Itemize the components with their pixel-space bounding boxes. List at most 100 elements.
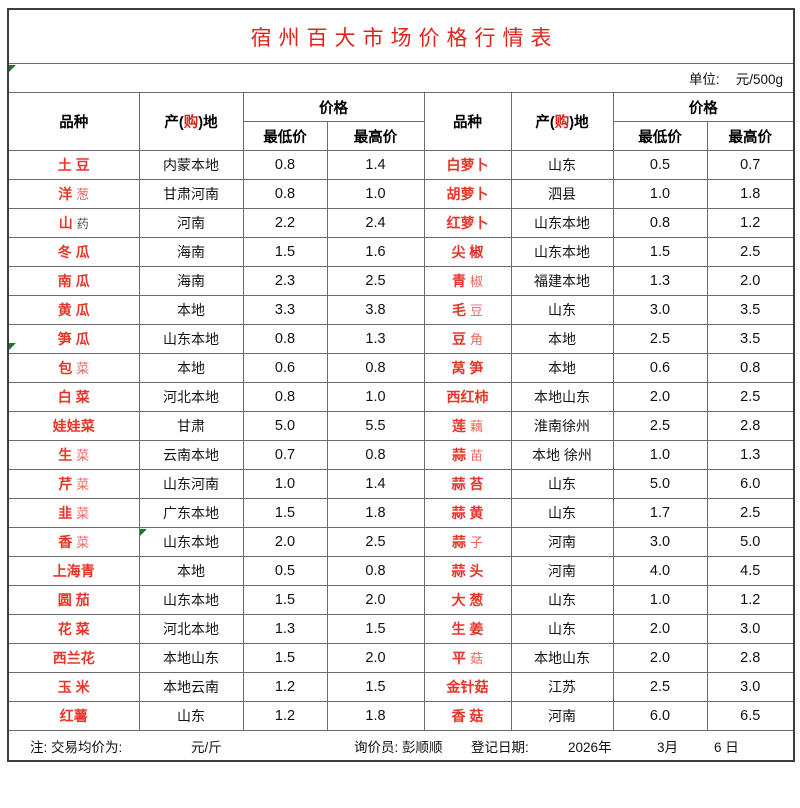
origin-cell: 江苏 xyxy=(510,672,614,702)
max-price-cell: 1.6 xyxy=(326,237,425,267)
max-price-cell: 2.8 xyxy=(706,411,795,441)
max-price-cell: 1.3 xyxy=(706,440,795,470)
variety-text: 菜 xyxy=(76,448,90,463)
origin-cell: 山东 xyxy=(510,150,614,180)
price-row: 娃娃菜 甘肃 5.0 5.5 莲 藕淮南徐州 2.5 2.8 xyxy=(7,411,795,441)
origin-cell: 山东本地 xyxy=(138,527,244,557)
unit-row: 单位: 元/500g xyxy=(7,63,795,93)
min-price-cell: 0.5 xyxy=(612,150,708,180)
price-row: 包 菜本地 0.6 0.8 莴 笋本地 0.6 0.8 xyxy=(7,353,795,383)
max-price-cell: 1.0 xyxy=(326,179,425,209)
variety-cell: 毛 豆 xyxy=(423,295,512,325)
variety-text: 红萝卜 xyxy=(446,215,489,231)
max-price-cell: 2.5 xyxy=(706,498,795,528)
price-row: 玉 米 本地云南 1.2 1.5 金针菇 江苏 2.5 3.0 xyxy=(7,672,795,702)
variety-cell: 豆 角 xyxy=(423,324,512,354)
price-row: 洋 葱甘肃河南 0.8 1.0 胡萝卜 泗县 1.0 1.8 xyxy=(7,179,795,209)
min-price-cell: 0.8 xyxy=(612,208,708,238)
max-price-cell: 1.3 xyxy=(326,324,425,354)
origin-cell: 山东本地 xyxy=(138,585,244,615)
col-header-variety-right: 品种 xyxy=(423,92,512,151)
min-price-cell: 3.3 xyxy=(242,295,328,325)
variety-text: 黄 瓜 xyxy=(57,302,90,318)
variety-text: 子 xyxy=(469,535,483,550)
min-price-cell: 1.0 xyxy=(612,179,708,209)
price-row: 西兰花 本地山东 1.5 2.0 平 菇本地山东 2.0 2.8 xyxy=(7,643,795,673)
variety-cell: 南 瓜 xyxy=(7,266,140,296)
origin-cell: 河南 xyxy=(510,527,614,557)
min-price-cell: 2.0 xyxy=(612,614,708,644)
price-row: 白 菜 河北本地 0.8 1.0 西红柿 本地山东 2.0 2.5 xyxy=(7,382,795,412)
min-price-cell: 0.6 xyxy=(242,353,328,383)
variety-cell: 莲 藕 xyxy=(423,411,512,441)
origin-cell: 本地 徐州 xyxy=(510,440,614,470)
max-price-cell: 3.0 xyxy=(706,672,795,702)
variety-text: 莴 笋 xyxy=(451,360,484,376)
max-price-cell: 0.7 xyxy=(706,150,795,180)
price-row: 生 菜云南本地 0.7 0.8 蒜 苗本地 徐州 1.0 1.3 xyxy=(7,440,795,470)
price-row: 山 药河南 2.2 2.4 红萝卜 山东本地 0.8 1.2 xyxy=(7,208,795,238)
origin-cell: 河南 xyxy=(510,701,614,731)
date-day: 6 日 xyxy=(714,739,739,755)
header-row-1: 品种 产(购)地 价格 品种 产(购)地 价格 xyxy=(7,92,795,151)
variety-cell: 蒜 头 xyxy=(423,556,512,586)
variety-text: 蒜 黄 xyxy=(451,505,484,521)
min-price-cell: 1.5 xyxy=(612,237,708,267)
variety-cell: 玉 米 xyxy=(7,672,140,702)
min-price-cell: 1.5 xyxy=(242,643,328,673)
col-header-price-left: 价格 xyxy=(242,92,425,122)
min-price-cell: 1.5 xyxy=(242,585,328,615)
min-price-cell: 4.0 xyxy=(612,556,708,586)
min-price-cell: 1.0 xyxy=(612,585,708,615)
max-price-cell: 3.8 xyxy=(326,295,425,325)
max-price-cell: 1.8 xyxy=(326,498,425,528)
max-price-cell: 0.8 xyxy=(326,440,425,470)
max-price-cell: 4.5 xyxy=(706,556,795,586)
date-year: 2026年 xyxy=(568,739,612,755)
variety-text: 娃娃菜 xyxy=(52,418,95,434)
variety-text: 圆 茄 xyxy=(57,592,90,608)
max-price-cell: 2.5 xyxy=(706,382,795,412)
max-price-cell: 2.0 xyxy=(706,266,795,296)
min-price-cell: 0.6 xyxy=(612,353,708,383)
origin-cell: 河南 xyxy=(510,556,614,586)
variety-text: 豆 xyxy=(452,331,470,347)
max-price-cell: 3.5 xyxy=(706,295,795,325)
variety-text: 蒜 xyxy=(452,447,470,463)
variety-cell: 花 菜 xyxy=(7,614,140,644)
min-price-cell: 1.0 xyxy=(242,469,328,499)
variety-cell: 红萝卜 xyxy=(423,208,512,238)
origin-cell: 山东本地 xyxy=(138,324,244,354)
variety-cell: 洋 葱 xyxy=(7,179,140,209)
origin-cell: 本地云南 xyxy=(138,672,244,702)
max-price-cell: 1.5 xyxy=(326,614,425,644)
col-header-min-left: 最低价 xyxy=(242,121,328,151)
max-price-cell: 2.5 xyxy=(326,266,425,296)
variety-cell: 白萝卜 xyxy=(423,150,512,180)
min-price-cell: 1.5 xyxy=(242,237,328,267)
variety-cell: 平 菇 xyxy=(423,643,512,673)
variety-cell: 生 菜 xyxy=(7,440,140,470)
variety-cell: 蒜 苔 xyxy=(423,469,512,499)
origin-cell: 海南 xyxy=(138,266,244,296)
variety-cell: 冬 瓜 xyxy=(7,237,140,267)
variety-text: 葱 xyxy=(76,187,90,202)
max-price-cell: 1.4 xyxy=(326,469,425,499)
variety-text: 蒜 头 xyxy=(451,563,484,579)
variety-text: 包 xyxy=(58,360,77,376)
min-price-cell: 3.0 xyxy=(612,527,708,557)
inquirer-label: 询价员: 彭顺顺 xyxy=(354,739,443,755)
origin-cell: 本地 xyxy=(510,324,614,354)
min-price-cell: 6.0 xyxy=(612,701,708,731)
origin-cell: 山东河南 xyxy=(138,469,244,499)
variety-cell: 圆 茄 xyxy=(7,585,140,615)
origin-cell: 泗县 xyxy=(510,179,614,209)
variety-text: 花 菜 xyxy=(57,621,90,637)
variety-text: 蒜 xyxy=(452,534,470,550)
max-price-cell: 1.8 xyxy=(706,179,795,209)
origin-cell: 山东 xyxy=(510,498,614,528)
variety-cell: 金针菇 xyxy=(423,672,512,702)
origin-cell: 山东 xyxy=(510,469,614,499)
col-header-max-right: 最高价 xyxy=(706,121,795,151)
origin-cell: 山东 xyxy=(510,614,614,644)
